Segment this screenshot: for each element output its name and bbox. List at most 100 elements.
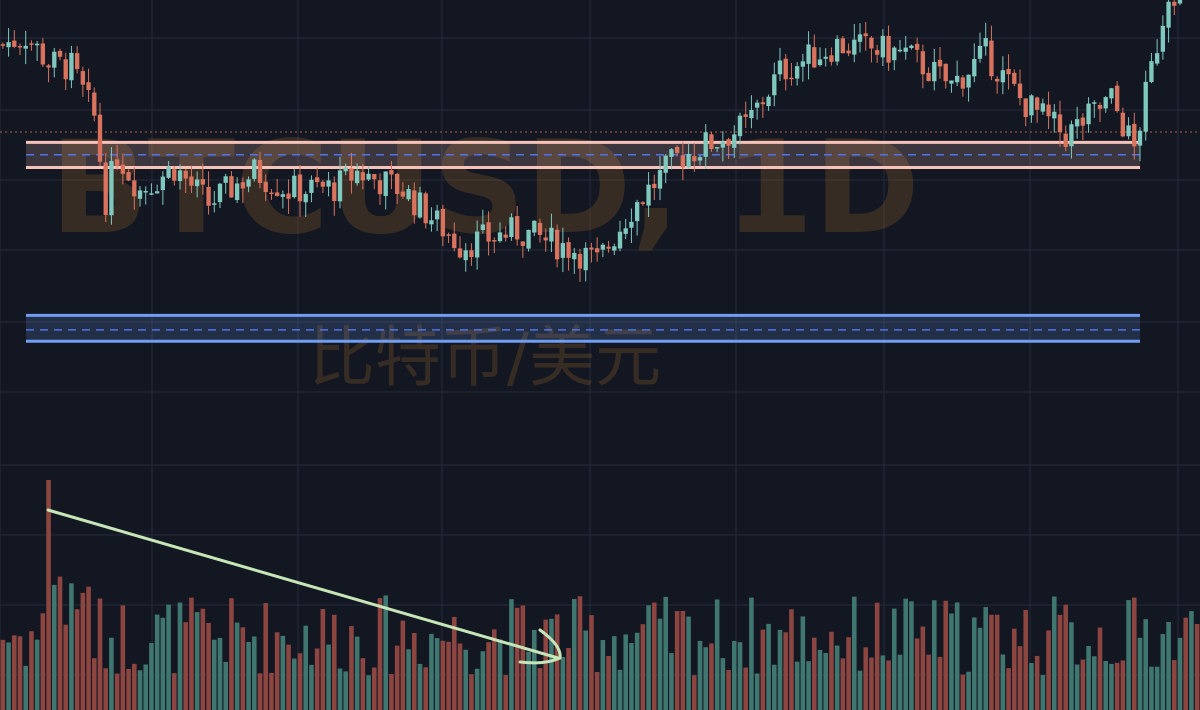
volume-bar [189,597,194,710]
volume-bar [1189,611,1194,710]
candle-body [1166,1,1171,28]
candle-body [1120,112,1126,137]
candle-body [566,242,571,258]
candle-body [886,35,891,63]
candle-body [234,183,240,201]
volume-bar [114,673,120,710]
candle-body [983,38,988,47]
candle-body [1149,61,1154,83]
candle-body [229,176,234,198]
candle-body [1006,68,1011,75]
candle-body [674,146,680,154]
candle-body [52,51,57,68]
volume-bar [840,658,846,710]
volume-bar [617,669,623,710]
volume-bar [183,622,188,710]
candle-body [1154,53,1160,64]
candle-body [589,247,594,250]
volume-bar [349,626,354,710]
volume-bar [160,617,166,710]
volume-bar [937,656,943,710]
volume-bar [692,675,697,710]
candle-body [183,170,188,179]
volume-bar [417,663,423,710]
candle-body [46,65,51,68]
volume-bar [332,614,337,710]
candle-body [1063,133,1068,147]
candle-body [972,58,977,77]
support-resistance-zones [26,140,1140,343]
volume-bar [789,609,794,710]
volume-bar [452,616,457,710]
volume-bar [657,618,663,710]
candle-body [594,248,600,253]
candle-body [320,181,326,187]
candle-body [863,33,868,37]
candle-body [720,141,726,148]
candle-body [343,167,348,172]
volume-bar [989,614,994,710]
candle-body [486,222,491,242]
candle-body [823,56,828,59]
candle-body [160,176,166,190]
volume-bar [640,624,646,710]
candle-body [1114,85,1120,111]
candle-body [200,179,206,185]
volume-bar [377,598,383,710]
volume-bar [572,599,577,710]
candle-body [69,52,74,81]
candle-body [1080,117,1086,126]
volume-bar [1040,674,1046,710]
candle-body [994,78,1000,82]
candle-body [800,61,806,67]
volume-bar [212,639,217,710]
candle-body [217,183,223,203]
volume-bar [972,617,977,710]
candle-body [434,210,440,220]
volume-bar [372,667,377,710]
volume-bar [86,586,91,710]
volume-bar [566,648,571,710]
volume-bar [909,601,914,710]
candle-body [132,180,137,197]
resistance-zone-fill [26,142,1140,168]
volume-bar [772,664,777,710]
volume-bar [1057,614,1063,710]
candle-body [429,220,434,225]
volume-trend-arrow[interactable] [46,508,562,665]
candle-body [954,75,960,83]
candle-body [937,59,943,67]
volume-bar [480,651,486,710]
volume-bar [177,602,183,710]
candle-body [74,53,80,70]
candle-body [34,43,40,46]
volume-bar [674,611,680,710]
candle-body [697,157,703,161]
candle-body [772,74,777,96]
volume-bar [297,653,303,710]
candle-body [789,77,794,80]
volume-bar [366,675,371,710]
volume-bar [126,668,131,710]
volume-bar [680,610,686,710]
candle-body [366,173,371,180]
candle-body [360,172,366,181]
volume-series [0,480,1200,710]
candle-body [897,49,903,52]
candle-body [852,39,857,55]
volume-bar [200,608,206,710]
volume-bar [720,658,726,710]
volume-bar [960,674,966,710]
volume-bar [314,648,320,710]
candle-body [726,139,731,146]
candle-body [417,192,423,218]
volume-bar [52,584,57,710]
volume-bar [1166,621,1171,710]
volume-bar [57,576,63,710]
candle-body [189,176,194,186]
candle-body [1069,124,1074,147]
trend-arrow-head [518,628,562,665]
volume-bar [40,613,46,710]
